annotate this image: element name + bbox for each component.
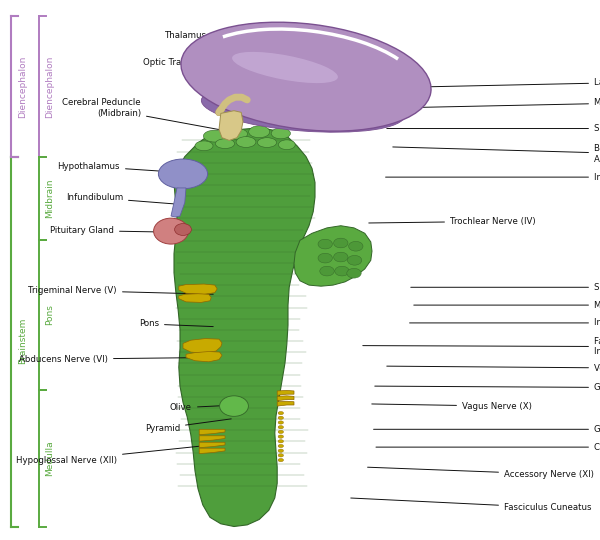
Text: Pons: Pons: [46, 305, 55, 325]
Ellipse shape: [195, 141, 213, 151]
Ellipse shape: [154, 218, 188, 244]
Ellipse shape: [278, 440, 284, 443]
Polygon shape: [179, 284, 217, 294]
Polygon shape: [171, 188, 186, 217]
Polygon shape: [199, 436, 225, 441]
Text: Pituitary Gland: Pituitary Gland: [50, 226, 171, 235]
Polygon shape: [199, 442, 225, 448]
Ellipse shape: [202, 84, 404, 132]
Ellipse shape: [236, 137, 256, 147]
Text: Midbrain: Midbrain: [46, 179, 55, 219]
Text: Optic Tract: Optic Tract: [143, 58, 259, 86]
Ellipse shape: [158, 159, 208, 189]
Polygon shape: [183, 339, 222, 353]
Text: Middle Cerebellar Peduncle: Middle Cerebellar Peduncle: [414, 301, 600, 309]
Ellipse shape: [278, 435, 284, 438]
Text: Hypothalamus: Hypothalamus: [58, 162, 183, 173]
Ellipse shape: [220, 396, 248, 416]
Ellipse shape: [334, 252, 348, 262]
Polygon shape: [186, 352, 222, 362]
Text: Diencephalon: Diencephalon: [18, 55, 28, 118]
Text: Infundibulum: Infundibulum: [66, 193, 174, 204]
Ellipse shape: [227, 129, 248, 139]
Text: Hypoglossal Nerve (XII): Hypoglossal Nerve (XII): [16, 444, 219, 464]
Ellipse shape: [320, 266, 334, 276]
Text: Trochlear Nerve (IV): Trochlear Nerve (IV): [369, 217, 536, 226]
Text: Superior Cerebellar Peduncle: Superior Cerebellar Peduncle: [411, 283, 600, 292]
Text: Inferior Colliculus: Inferior Colliculus: [386, 173, 600, 181]
Ellipse shape: [278, 458, 284, 462]
Ellipse shape: [335, 266, 349, 276]
Ellipse shape: [271, 128, 290, 139]
Polygon shape: [277, 396, 294, 401]
Text: Superior Colliculus: Superior Colliculus: [387, 124, 600, 133]
Text: Pyramid: Pyramid: [145, 419, 231, 433]
Ellipse shape: [278, 449, 284, 453]
Text: Thalamus: Thalamus: [165, 31, 289, 72]
Ellipse shape: [278, 421, 284, 424]
Ellipse shape: [257, 138, 277, 147]
Text: Medial Geniculate Body: Medial Geniculate Body: [393, 98, 600, 108]
Ellipse shape: [278, 416, 284, 420]
Polygon shape: [277, 390, 294, 395]
Text: Diencephalon: Diencephalon: [46, 55, 55, 118]
Text: Glossopharyngeal Nerve (IX): Glossopharyngeal Nerve (IX): [375, 383, 600, 392]
Text: Brainstem: Brainstem: [18, 318, 28, 365]
Text: Pons: Pons: [139, 320, 213, 328]
Text: Cuneate Tubercle: Cuneate Tubercle: [376, 443, 600, 451]
Polygon shape: [174, 129, 315, 526]
Polygon shape: [179, 294, 211, 302]
Ellipse shape: [215, 139, 235, 148]
Ellipse shape: [278, 454, 284, 457]
Text: Vestibulocochlear Nerve (VIII): Vestibulocochlear Nerve (VIII): [387, 364, 600, 373]
Polygon shape: [199, 448, 225, 454]
Ellipse shape: [175, 224, 191, 235]
Ellipse shape: [347, 255, 362, 265]
Ellipse shape: [347, 268, 361, 278]
Polygon shape: [199, 429, 225, 435]
Text: Fasciculus Cuneatus: Fasciculus Cuneatus: [351, 498, 592, 512]
Text: Cerebral Peduncle
(Midbrain): Cerebral Peduncle (Midbrain): [62, 98, 231, 132]
Polygon shape: [219, 111, 243, 140]
Ellipse shape: [278, 140, 295, 150]
Text: Abducens Nerve (VI): Abducens Nerve (VI): [19, 355, 210, 363]
Ellipse shape: [334, 238, 348, 248]
Ellipse shape: [278, 430, 284, 434]
Polygon shape: [277, 401, 294, 406]
Text: Gracile Tubercle: Gracile Tubercle: [374, 425, 600, 434]
Ellipse shape: [232, 52, 338, 83]
Text: Lateral Geniculate Body: Lateral Geniculate Body: [399, 78, 600, 87]
Ellipse shape: [278, 444, 284, 448]
Ellipse shape: [278, 426, 284, 429]
Ellipse shape: [249, 126, 270, 138]
Polygon shape: [294, 226, 372, 286]
Text: Medulla: Medulla: [46, 441, 55, 476]
Text: Inferior Cerebellar Peduncle: Inferior Cerebellar Peduncle: [410, 319, 600, 327]
Text: Accessory Nerve (XI): Accessory Nerve (XI): [368, 467, 594, 478]
Ellipse shape: [349, 241, 363, 251]
Ellipse shape: [318, 253, 332, 263]
Text: Facial And
Intermediate Nerves (VII): Facial And Intermediate Nerves (VII): [363, 337, 600, 356]
Ellipse shape: [278, 411, 284, 415]
Ellipse shape: [318, 239, 332, 249]
Text: Trigeminal Nerve (V): Trigeminal Nerve (V): [29, 286, 213, 295]
Ellipse shape: [203, 130, 226, 142]
Text: Vagus Nerve (X): Vagus Nerve (X): [372, 402, 532, 410]
Text: Olive: Olive: [170, 403, 234, 412]
Text: Brachia Of Superior
And Inferior Colliculi: Brachia Of Superior And Inferior Collicu…: [393, 144, 600, 164]
Ellipse shape: [181, 22, 431, 131]
